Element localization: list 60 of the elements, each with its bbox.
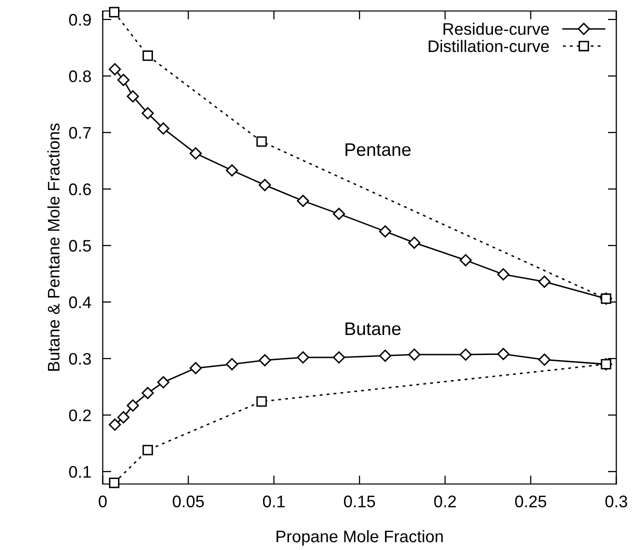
point — [157, 122, 170, 135]
y-tick-label: 0.5 — [69, 240, 91, 252]
x-tick-label: 0.1 — [262, 496, 285, 508]
point — [117, 411, 130, 424]
point — [379, 225, 392, 238]
point — [497, 268, 510, 280]
legend-label: Distillation-curve — [428, 40, 549, 52]
y-tick-label: 0.3 — [69, 352, 91, 365]
y-tick-label: 0.9 — [69, 14, 91, 26]
point — [497, 348, 510, 360]
point — [296, 194, 310, 207]
point — [296, 351, 310, 364]
y-tick-label: 0.6 — [69, 183, 91, 196]
x-tick-label: 0.15 — [344, 496, 376, 508]
x-tick-label: 0 — [98, 496, 107, 508]
point — [258, 178, 271, 192]
point — [408, 348, 420, 361]
point — [332, 208, 346, 220]
point — [190, 362, 202, 374]
y-axis-title: Butane & Pentane Mole Fractions — [47, 123, 60, 371]
point — [190, 147, 202, 160]
point — [126, 90, 139, 102]
point — [600, 293, 612, 304]
point — [142, 444, 153, 456]
point — [332, 351, 346, 364]
point — [379, 350, 392, 362]
point — [460, 348, 472, 361]
point — [108, 6, 120, 18]
point — [108, 478, 120, 488]
point — [226, 358, 238, 370]
point — [108, 63, 121, 76]
point — [226, 164, 238, 176]
point — [126, 399, 139, 412]
x-tick-label: 0.05 — [172, 496, 204, 508]
point — [460, 254, 472, 266]
x-tick-label: 0.25 — [515, 496, 546, 508]
y-tick-label: 0.1 — [69, 466, 91, 478]
point — [142, 107, 154, 120]
point — [142, 386, 154, 400]
y-tick-label: 0.7 — [69, 126, 91, 139]
point — [600, 358, 612, 370]
point — [538, 354, 551, 366]
legend-label: Residue-curve — [444, 22, 549, 35]
point — [258, 354, 271, 366]
x-axis-title: Propane Mole Fraction — [276, 530, 443, 546]
point — [256, 136, 267, 147]
x-tick-label: 0.3 — [605, 496, 628, 508]
point — [408, 236, 420, 249]
annotation: Butane — [346, 322, 401, 336]
point — [142, 50, 153, 61]
point — [157, 376, 170, 388]
annotation: Pentane — [346, 143, 411, 156]
point — [256, 396, 267, 407]
point — [117, 74, 130, 86]
point — [108, 418, 121, 431]
y-tick-label: 0.8 — [69, 70, 91, 82]
x-tick-label: 0.2 — [434, 496, 456, 508]
point — [538, 276, 551, 288]
y-tick-label: 0.4 — [69, 296, 92, 308]
y-tick-label: 0.2 — [69, 409, 91, 422]
